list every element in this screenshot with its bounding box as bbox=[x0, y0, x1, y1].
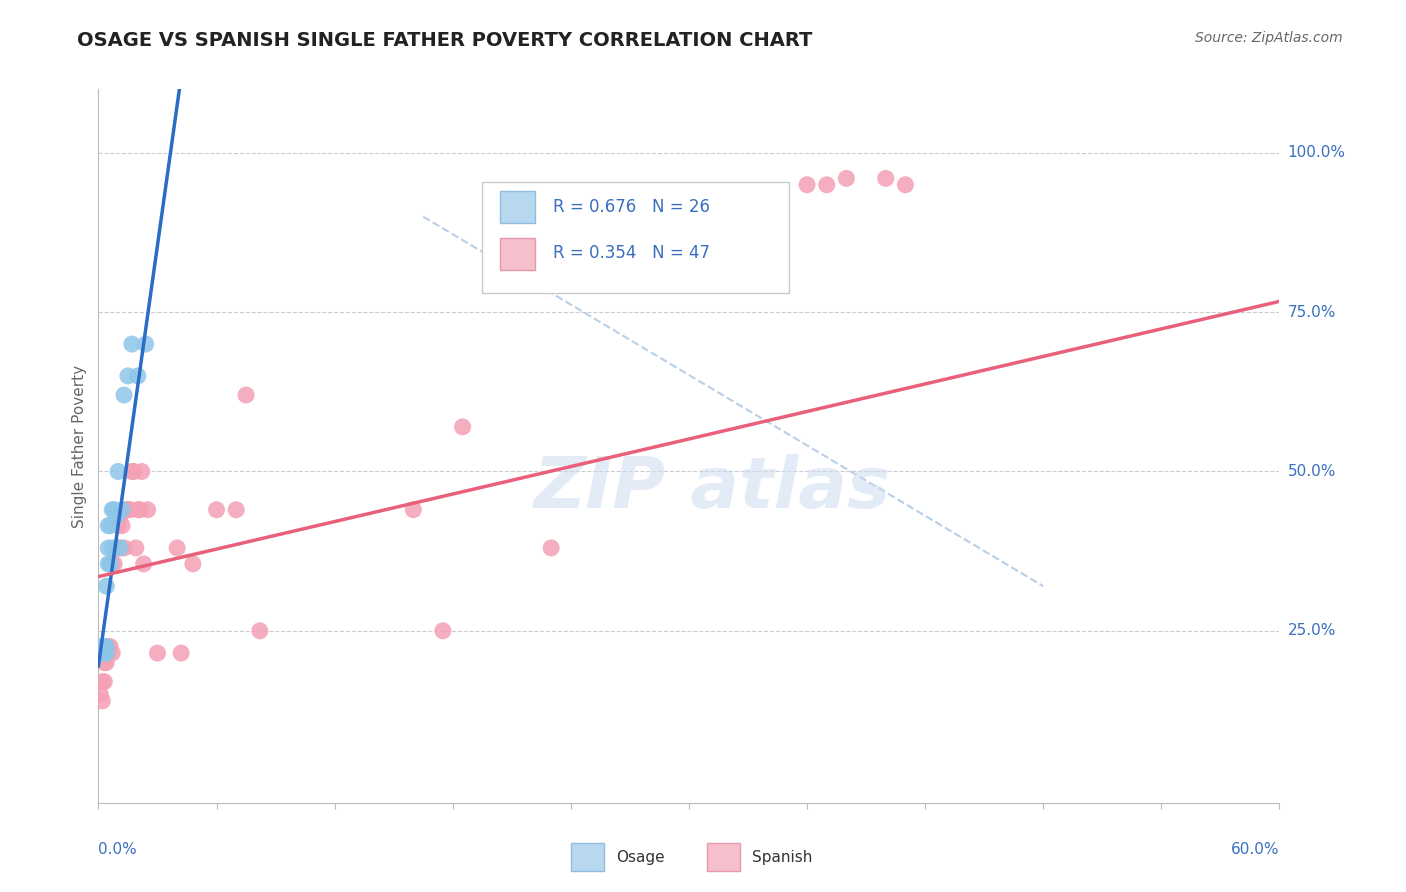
Point bbox=[108, 509, 131, 524]
Text: R = 0.354   N = 47: R = 0.354 N = 47 bbox=[553, 244, 710, 262]
Point bbox=[166, 541, 188, 555]
FancyBboxPatch shape bbox=[501, 191, 536, 223]
Text: Osage: Osage bbox=[616, 849, 665, 864]
Text: Spanish: Spanish bbox=[752, 849, 811, 864]
Point bbox=[108, 541, 131, 555]
Point bbox=[91, 646, 114, 660]
FancyBboxPatch shape bbox=[707, 844, 740, 871]
Point bbox=[105, 509, 128, 524]
Point bbox=[136, 502, 159, 516]
Point bbox=[115, 502, 138, 516]
Point bbox=[93, 674, 115, 689]
Point bbox=[796, 178, 818, 192]
FancyBboxPatch shape bbox=[571, 844, 605, 871]
Point bbox=[894, 178, 917, 192]
Text: R = 0.676   N = 26: R = 0.676 N = 26 bbox=[553, 198, 710, 216]
Point bbox=[93, 656, 115, 670]
Point bbox=[103, 502, 125, 516]
Point bbox=[101, 557, 124, 571]
Point bbox=[105, 541, 128, 555]
Point bbox=[96, 640, 118, 654]
Point bbox=[91, 640, 114, 654]
Point bbox=[121, 337, 143, 351]
Point bbox=[205, 502, 228, 516]
Point bbox=[432, 624, 454, 638]
Point bbox=[89, 646, 111, 660]
Text: 25.0%: 25.0% bbox=[1288, 624, 1336, 639]
Point bbox=[121, 465, 143, 479]
Point bbox=[89, 688, 111, 702]
Point bbox=[96, 640, 118, 654]
Point bbox=[235, 388, 257, 402]
Point bbox=[117, 368, 139, 383]
Point bbox=[170, 646, 193, 660]
Point bbox=[131, 465, 153, 479]
Point bbox=[451, 420, 474, 434]
Point bbox=[875, 171, 897, 186]
Point bbox=[107, 518, 129, 533]
Point bbox=[98, 518, 121, 533]
Point bbox=[132, 557, 155, 571]
Point bbox=[117, 502, 139, 516]
Point bbox=[402, 502, 425, 516]
Point bbox=[97, 646, 120, 660]
Text: OSAGE VS SPANISH SINGLE FATHER POVERTY CORRELATION CHART: OSAGE VS SPANISH SINGLE FATHER POVERTY C… bbox=[77, 31, 813, 50]
Point bbox=[122, 465, 145, 479]
Text: 100.0%: 100.0% bbox=[1288, 145, 1346, 161]
Point bbox=[111, 502, 134, 516]
Point bbox=[101, 646, 124, 660]
Point bbox=[98, 557, 121, 571]
Point bbox=[249, 624, 271, 638]
Point bbox=[89, 640, 111, 654]
Point bbox=[98, 640, 121, 654]
Point bbox=[127, 368, 149, 383]
Point bbox=[96, 646, 118, 660]
Point bbox=[112, 541, 135, 555]
Point bbox=[111, 518, 134, 533]
Point bbox=[181, 557, 204, 571]
Point bbox=[91, 694, 114, 708]
Text: 50.0%: 50.0% bbox=[1288, 464, 1336, 479]
Point bbox=[101, 502, 124, 516]
Text: ZIP atlas: ZIP atlas bbox=[534, 454, 891, 524]
Point bbox=[540, 541, 562, 555]
Point bbox=[93, 646, 115, 660]
Point bbox=[107, 465, 129, 479]
FancyBboxPatch shape bbox=[501, 237, 536, 269]
Point bbox=[97, 640, 120, 654]
Point bbox=[96, 656, 118, 670]
Point bbox=[135, 337, 157, 351]
Text: 0.0%: 0.0% bbox=[98, 842, 138, 856]
Point bbox=[97, 541, 120, 555]
Point bbox=[101, 541, 124, 555]
Point bbox=[146, 646, 169, 660]
Text: Source: ZipAtlas.com: Source: ZipAtlas.com bbox=[1195, 31, 1343, 45]
Point bbox=[835, 171, 858, 186]
Point bbox=[127, 502, 149, 516]
Point bbox=[128, 502, 150, 516]
Point bbox=[118, 502, 141, 516]
Text: 60.0%: 60.0% bbox=[1232, 842, 1279, 856]
Point bbox=[107, 541, 129, 555]
Point bbox=[103, 557, 125, 571]
Point bbox=[125, 541, 148, 555]
Point bbox=[96, 579, 118, 593]
Text: 75.0%: 75.0% bbox=[1288, 305, 1336, 319]
FancyBboxPatch shape bbox=[482, 182, 789, 293]
Point bbox=[815, 178, 838, 192]
Point bbox=[91, 674, 114, 689]
Point bbox=[112, 388, 135, 402]
Point bbox=[97, 518, 120, 533]
Point bbox=[97, 557, 120, 571]
Point bbox=[93, 640, 115, 654]
Point bbox=[225, 502, 247, 516]
Y-axis label: Single Father Poverty: Single Father Poverty bbox=[72, 365, 87, 527]
